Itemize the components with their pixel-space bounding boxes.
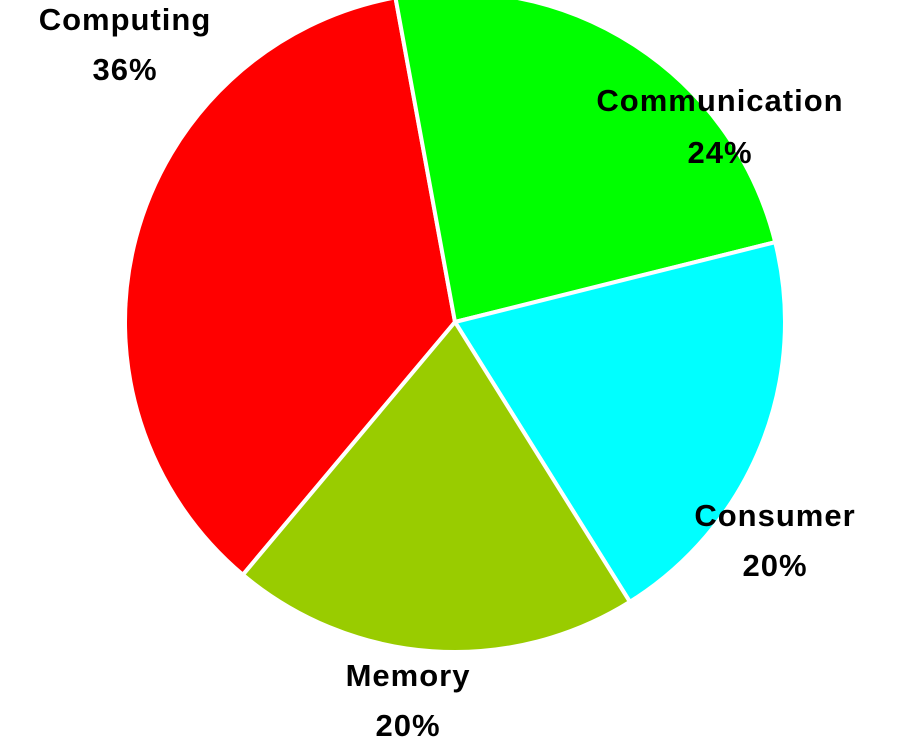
slice-value-label: 20%: [375, 708, 440, 743]
slice-label: Consumer: [694, 498, 855, 533]
slice-label: Memory: [346, 658, 471, 693]
slice-label: Communication: [596, 83, 843, 118]
pie-slice: [240, 320, 632, 654]
slice-value-label: 20%: [742, 548, 807, 583]
pie-slice: [453, 240, 787, 604]
slice-value-label: 36%: [92, 52, 157, 87]
pie-slice: [393, 0, 778, 324]
pie-slice: [123, 0, 457, 577]
slice-label: Computing: [39, 2, 212, 37]
slice-value-label: 24%: [687, 135, 752, 170]
